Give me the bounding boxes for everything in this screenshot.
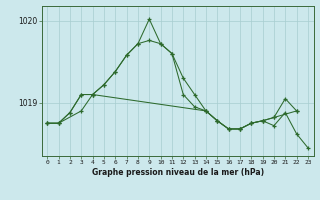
X-axis label: Graphe pression niveau de la mer (hPa): Graphe pression niveau de la mer (hPa) [92,168,264,177]
